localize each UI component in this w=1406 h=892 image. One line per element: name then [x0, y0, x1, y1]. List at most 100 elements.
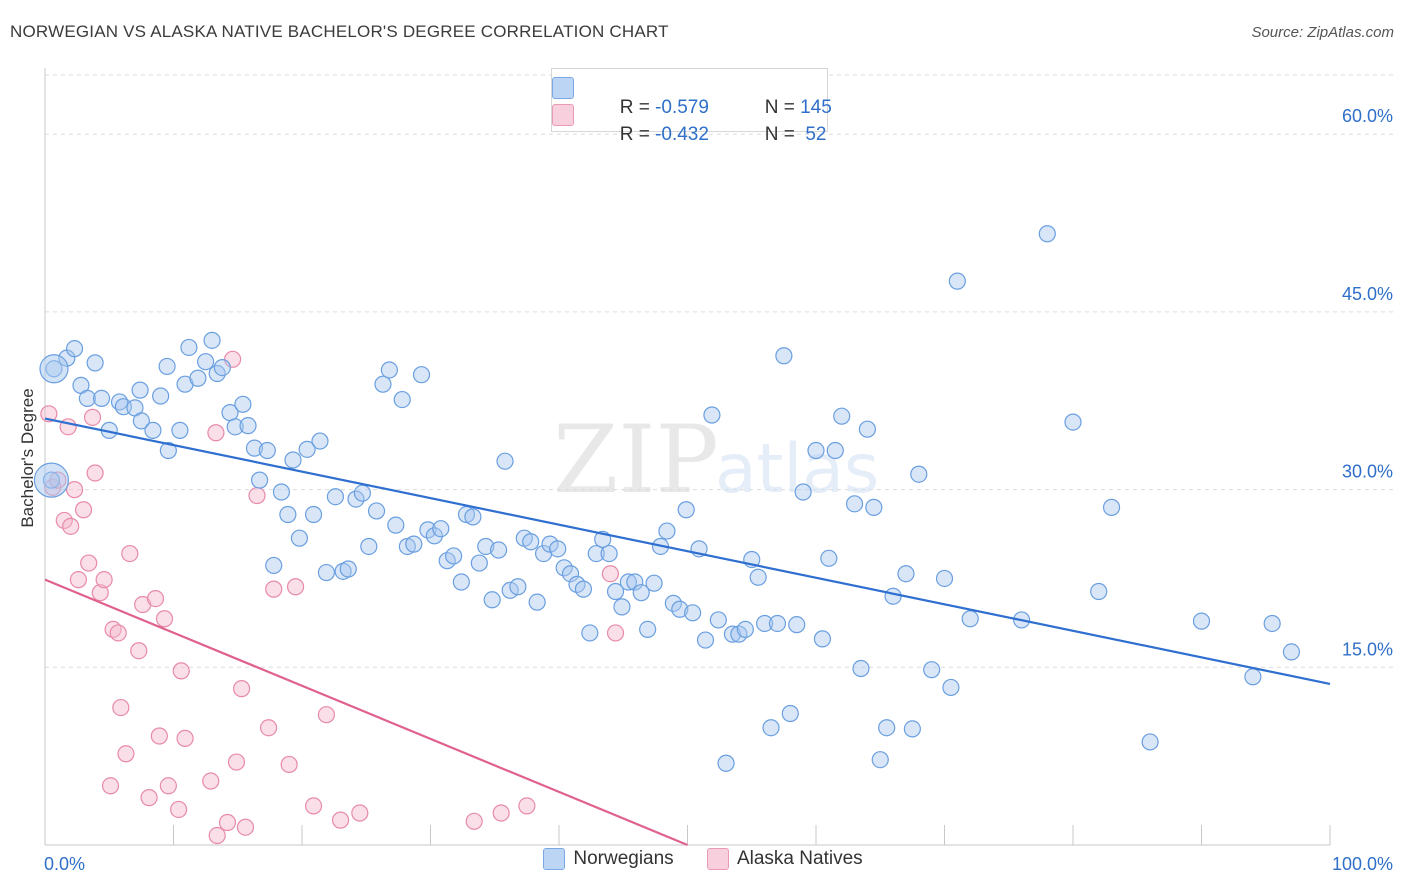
norwegians-point — [528, 593, 546, 611]
alaska-natives-point — [248, 486, 266, 505]
norwegians-point — [1141, 733, 1159, 751]
norwegians-point — [788, 616, 806, 634]
norwegians-point — [522, 533, 540, 551]
norwegians-point — [826, 441, 844, 460]
norwegians-point — [131, 381, 149, 399]
norwegians-point — [483, 591, 501, 609]
legend-n-value: 145 — [800, 97, 832, 118]
alaska-natives-point — [74, 501, 93, 519]
norwegians-point — [619, 573, 637, 591]
norwegians-point — [807, 441, 825, 460]
norwegians-point — [1064, 413, 1082, 431]
alaska-natives-point — [55, 511, 73, 530]
norwegians-point — [723, 625, 742, 643]
norwegians-point — [490, 541, 508, 559]
alaska-natives-point — [601, 565, 620, 583]
norwegians-point — [258, 441, 276, 460]
legend-r-value: -0.579 — [655, 97, 709, 118]
alaska-natives-point — [259, 719, 278, 737]
norwegians-point — [189, 369, 207, 387]
norwegians-point — [452, 573, 470, 591]
norwegians-point — [360, 537, 378, 556]
alaska-natives-point — [62, 517, 80, 535]
norwegians-point — [86, 354, 104, 372]
alaska-natives-point — [40, 405, 58, 423]
norwegians-point — [775, 347, 793, 365]
norwegians-point — [865, 498, 883, 516]
norwegians-point — [878, 719, 896, 737]
alaska-natives-point — [351, 804, 369, 822]
alaska-natives-point — [265, 580, 283, 598]
alaska-natives-point — [304, 797, 323, 815]
norwegians-point — [574, 580, 593, 598]
norwegians-point — [132, 412, 150, 430]
alaska-natives-point — [146, 589, 165, 608]
legend-r-label: R = — [619, 124, 656, 145]
alaska-natives-point — [109, 624, 127, 642]
tick-labels: 15.0% 30.0% 45.0% 60.0% 0.0% 100.0% — [44, 106, 1393, 874]
norwegians-point — [1102, 498, 1121, 516]
norwegians-point — [393, 390, 411, 409]
norwegians-point — [923, 661, 941, 679]
legend-item-alaska-natives[interactable]: Alaska Natives — [706, 848, 863, 870]
norwegians-point — [470, 554, 488, 572]
chart-title: NORWEGIAN VS ALASKA NATIVE BACHELOR'S DE… — [10, 22, 669, 41]
norwegians-point — [1263, 614, 1281, 633]
norwegians-point — [180, 338, 198, 357]
norwegians-point — [632, 584, 650, 602]
norwegians-swatch — [543, 848, 566, 870]
norwegians-point — [664, 594, 682, 612]
norwegians-point — [203, 331, 221, 349]
norwegians-point — [671, 600, 689, 618]
norwegians-point — [1244, 668, 1262, 686]
alaska-natives-swatch — [706, 848, 729, 870]
norwegians-point — [910, 465, 928, 483]
norwegians-point — [852, 659, 870, 678]
norwegians-point — [555, 559, 573, 577]
legend-item-norwegians[interactable]: Norwegians — [543, 848, 674, 870]
norwegians-point — [326, 488, 345, 506]
y-tick-label: 60.0% — [1342, 106, 1393, 126]
norwegians-point — [353, 484, 371, 502]
watermark-zip: ZIP — [553, 406, 719, 515]
norwegians-point — [703, 406, 721, 424]
norwegians-point — [961, 610, 979, 628]
norwegians-point — [419, 521, 437, 539]
legend-r-label: R = — [619, 97, 656, 118]
norwegians-point — [152, 387, 170, 405]
norwegians-point — [387, 516, 405, 534]
alaska-natives-point — [101, 777, 120, 795]
norwegians-point — [477, 537, 495, 556]
norwegians-point — [65, 340, 84, 358]
alaska-natives-points — [40, 350, 625, 845]
norwegians-point — [717, 754, 735, 772]
norwegians-point — [245, 439, 264, 457]
legend-n-value: 52 — [800, 124, 827, 145]
norwegians-point — [265, 556, 283, 575]
norwegians-trend-line — [44, 417, 1331, 685]
alaska-natives-point — [155, 610, 174, 628]
norwegians-point — [897, 565, 915, 583]
norwegians-point — [159, 441, 177, 460]
alaska-natives-point — [140, 789, 158, 807]
legend-n-label: N = — [764, 97, 801, 118]
norwegians-point — [197, 353, 215, 371]
norwegians-point — [1090, 582, 1108, 601]
norwegians-point — [549, 540, 567, 558]
y-tick-label: 45.0% — [1342, 284, 1393, 304]
norwegians-point — [768, 614, 787, 633]
norwegians-points — [33, 225, 1301, 772]
alaska-natives-point — [227, 753, 246, 771]
norwegians-point — [317, 563, 336, 582]
alaska-natives-point — [518, 797, 536, 815]
norwegians-point — [234, 395, 252, 413]
alaska-natives-point — [492, 804, 510, 822]
alaska-natives-point — [150, 727, 168, 745]
norwegians-point — [696, 631, 715, 649]
alaska-natives-point — [69, 571, 88, 589]
norwegians-point — [736, 620, 754, 639]
norwegians-point — [1038, 225, 1056, 243]
alaska-natives-point — [95, 571, 113, 589]
norwegians-point — [794, 483, 812, 501]
